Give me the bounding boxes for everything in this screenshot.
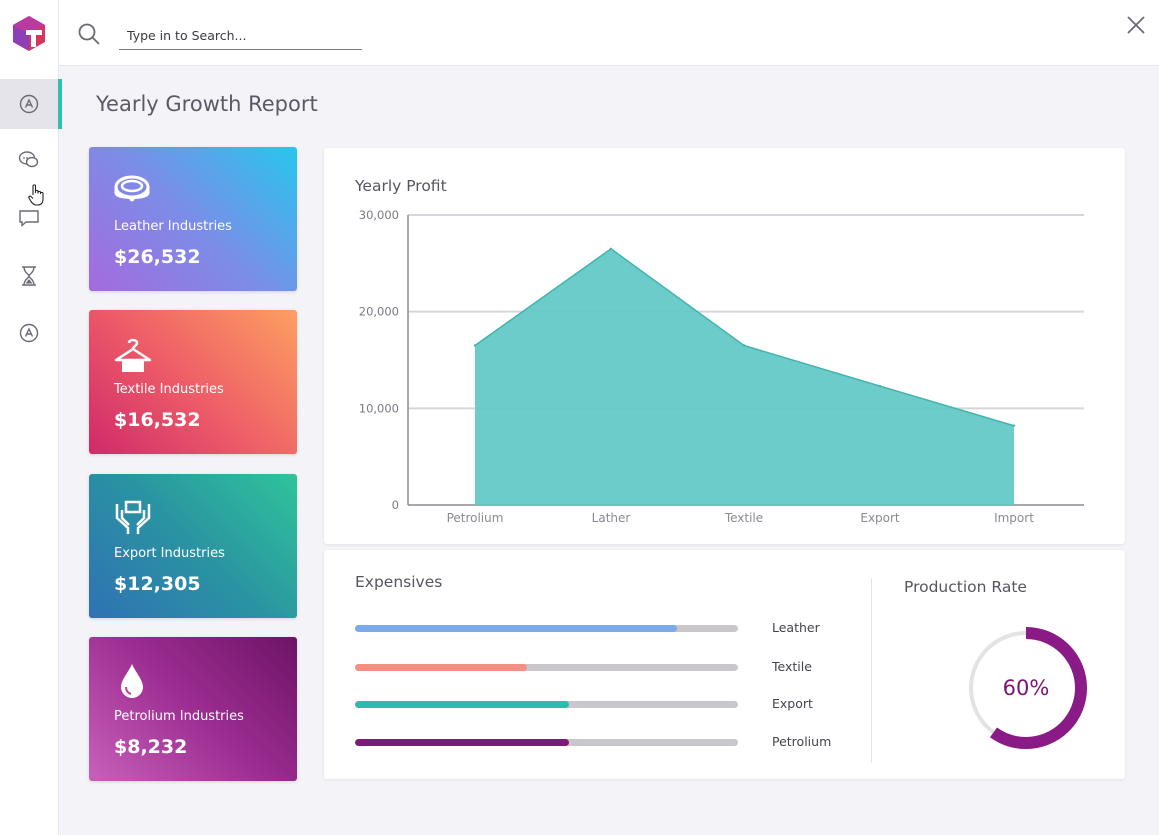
card-value: $16,532: [114, 409, 201, 431]
profit-area: [475, 248, 1014, 505]
expense-label: Export: [772, 696, 813, 711]
drop-icon: [121, 664, 143, 698]
data-point-import: [1012, 424, 1016, 427]
x-tick-label: Export: [860, 511, 900, 525]
y-tick-label: 10,000: [359, 401, 399, 415]
card-value: $12,305: [114, 573, 201, 595]
expense-bar-fill: [355, 625, 677, 632]
expense-label: Leather: [772, 620, 820, 635]
expensives-title: Expensives: [355, 573, 443, 591]
expense-bar-fill: [355, 664, 528, 671]
expense-bar-fill: [355, 739, 570, 746]
message-icon: [19, 210, 39, 228]
y-tick-label: 0: [392, 498, 399, 512]
x-tick-label: Textile: [724, 511, 763, 525]
card-label: Petrolium Industries: [114, 709, 244, 724]
rail-item-history[interactable]: [0, 251, 58, 301]
production-rate-value: 60%: [1002, 676, 1050, 700]
close-icon[interactable]: [1125, 14, 1147, 36]
page-title: Yearly Growth Report: [96, 92, 318, 116]
data-point-export: [878, 384, 882, 388]
ring-icon: [114, 175, 150, 202]
expense-label: Petrolium: [772, 734, 832, 749]
chart-title: Yearly Profit: [355, 177, 447, 195]
gauge-fill: [965, 627, 1087, 749]
production-rate-gauge: [965, 627, 1087, 749]
expense-bar-petrolium: [355, 739, 738, 746]
card-export-industries[interactable]: Export Industries $12,305: [89, 474, 297, 618]
card-leather-industries[interactable]: Leather Industries $26,532: [89, 147, 297, 291]
rail-item-chats[interactable]: [0, 135, 58, 185]
card-label: Export Industries: [114, 546, 225, 561]
y-tick-label: 20,000: [359, 305, 399, 319]
yearly-profit-panel: Yearly Profit 0 10,000 20,000 30,000 Petroli…: [324, 148, 1125, 544]
data-point-petrolium: [473, 344, 477, 347]
card-label: Leather Industries: [114, 219, 232, 234]
expense-bar-textile: [355, 664, 738, 671]
side-nav: [0, 0, 62, 835]
search-input[interactable]: [119, 22, 362, 50]
rail-item-apps[interactable]: [0, 79, 62, 129]
x-tick-label: Import: [994, 511, 1034, 525]
expense-bar-export: [355, 701, 738, 708]
y-tick-label: 30,000: [359, 208, 399, 222]
card-value: $26,532: [114, 246, 201, 268]
chat-bubbles-icon: [18, 151, 39, 168]
x-tick-label: Lather: [592, 511, 631, 525]
expense-bar-fill: [355, 701, 570, 708]
bottom-panel: Expensives Leather Textile Export Petrol…: [324, 550, 1125, 779]
production-rate-title: Production Rate: [904, 578, 1027, 596]
app-store-icon: [19, 323, 39, 343]
app-logo-icon[interactable]: [11, 15, 47, 51]
top-bar: [59, 0, 1159, 66]
panel-divider: [871, 578, 872, 763]
expense-label: Textile: [772, 659, 812, 674]
data-point-textile: [742, 344, 746, 347]
card-label: Textile Industries: [114, 382, 224, 397]
hourglass-icon: [22, 266, 36, 286]
hanger-icon: [114, 338, 152, 372]
expense-bar-leather: [355, 625, 738, 632]
rail-item-store[interactable]: [0, 308, 58, 358]
app-store-icon: [19, 94, 39, 114]
hands-package-icon: [115, 500, 151, 534]
rail-item-messages[interactable]: [0, 193, 58, 243]
data-point-lather: [609, 247, 613, 251]
x-tick-label: Petrolium: [447, 511, 504, 525]
card-petrolium-industries[interactable]: Petrolium Industries $8,232: [89, 637, 297, 781]
yearly-profit-chart: 0 10,000 20,000 30,000 Petrolium Lather Textil…: [359, 208, 1084, 525]
hand-cursor-icon: [28, 184, 44, 206]
card-textile-industries[interactable]: Textile Industries $16,532: [89, 310, 297, 454]
search-icon[interactable]: [77, 22, 101, 46]
card-value: $8,232: [114, 736, 188, 758]
